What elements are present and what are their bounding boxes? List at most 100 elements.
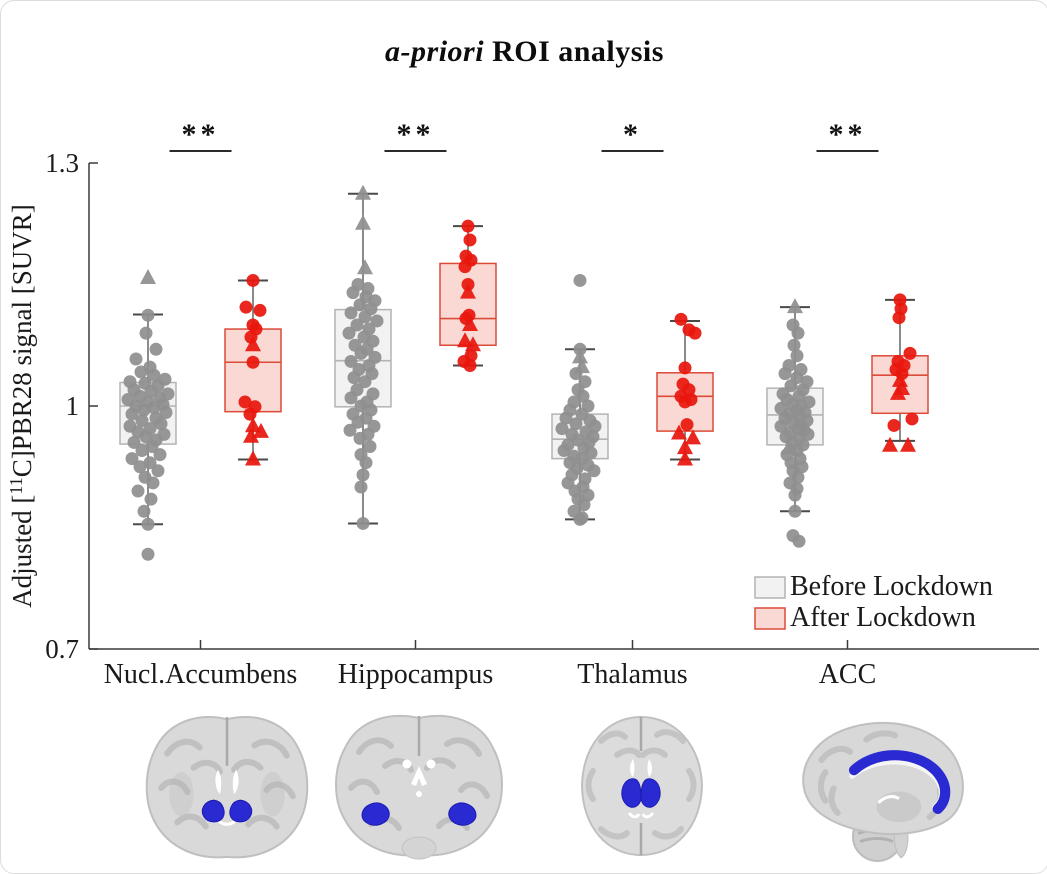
ventricle	[426, 759, 436, 769]
data-point	[577, 498, 591, 512]
data-point	[342, 326, 356, 340]
data-point	[463, 359, 477, 372]
data-point	[569, 367, 583, 381]
data-point	[253, 303, 267, 317]
data-point	[147, 401, 161, 415]
hippocampus-roi-highlight	[448, 802, 477, 826]
data-point	[353, 298, 367, 312]
ventricle	[641, 812, 655, 819]
data-point	[133, 460, 147, 474]
data-point	[890, 384, 906, 400]
points-before-acc	[774, 298, 816, 548]
data-point	[882, 436, 898, 452]
data-point	[892, 311, 906, 325]
points-before-hippocampus	[342, 184, 384, 530]
data-point	[774, 419, 788, 433]
y-axis-title: Adjusted [11C]PBR28 signal [SUVR]	[6, 204, 37, 608]
thalamus-roi-highlight	[640, 778, 661, 808]
data-point	[359, 456, 373, 470]
data-point	[778, 367, 792, 381]
data-point	[465, 336, 481, 352]
data-point	[245, 336, 261, 352]
ventricle	[877, 795, 900, 804]
data-point	[147, 368, 161, 382]
hippocampus-roi-highlight	[361, 802, 390, 826]
data-point	[354, 480, 368, 494]
data-point	[887, 418, 901, 432]
data-point	[347, 371, 361, 385]
data-point	[344, 391, 358, 405]
points-after-thalamus	[671, 312, 702, 466]
boxplot-after-thalamus	[656, 312, 714, 466]
legend-swatch-before	[754, 576, 786, 599]
data-point	[463, 233, 477, 247]
data-point	[245, 450, 261, 466]
data-point	[238, 395, 252, 409]
ventricle	[411, 766, 427, 786]
figure-title-rest: ROI analysis	[484, 35, 664, 68]
data-point	[784, 379, 798, 393]
boxplot-after-nucl-accumbens	[224, 273, 282, 466]
data-point	[677, 439, 693, 455]
data-point	[370, 314, 384, 328]
data-point	[792, 534, 806, 548]
data-point	[141, 308, 155, 322]
data-point	[129, 352, 143, 366]
data-point	[140, 269, 156, 285]
data-point	[246, 273, 260, 287]
data-point	[125, 452, 139, 466]
data-point	[791, 326, 805, 340]
data-point	[460, 283, 476, 299]
x-axis-label-hippocampus: Hippocampus	[338, 659, 494, 690]
data-point	[555, 422, 569, 436]
significance-stars-nucl-accumbens: **	[182, 118, 220, 151]
data-point	[787, 298, 803, 314]
data-point	[557, 444, 571, 458]
ventricle	[627, 812, 641, 819]
legend-swatch-after	[754, 607, 786, 630]
brain-inset-coronal-accumbens	[145, 716, 309, 859]
data-point	[143, 456, 157, 470]
data-point	[569, 417, 583, 431]
gyri-texture	[585, 729, 697, 840]
data-point	[357, 259, 373, 275]
data-point	[135, 414, 149, 428]
y-tick-label: 0.7	[45, 634, 79, 664]
data-point	[458, 260, 472, 274]
data-point	[245, 417, 261, 433]
y-tick-label: 1.3	[45, 148, 79, 178]
data-point	[905, 412, 919, 426]
data-point	[344, 354, 358, 368]
x-axis-label-thalamus: Thalamus	[577, 659, 687, 690]
data-point	[146, 476, 160, 490]
brain-inset-coronal-hippocampus	[335, 714, 503, 860]
significance-stars-acc: **	[829, 118, 867, 151]
points-after-nucl-accumbens	[238, 273, 269, 466]
septum-white	[216, 819, 238, 826]
data-point	[350, 318, 364, 332]
x-axis-label-acc: ACC	[819, 659, 877, 690]
data-point	[135, 444, 149, 458]
data-point	[363, 440, 377, 453]
boxplot-after-acc	[871, 293, 929, 452]
data-point	[144, 492, 158, 506]
data-point	[559, 411, 573, 425]
data-point	[139, 326, 153, 340]
brain-inset-sagittal-acc	[802, 721, 964, 862]
data-point	[358, 310, 372, 324]
data-point	[149, 342, 163, 356]
data-point	[581, 488, 595, 502]
boxplot-chart: 1.3 1 0.7 Adjusted [11C]PBR28 signal [SUVR]…	[6, 118, 1039, 690]
data-point	[354, 346, 368, 360]
data-point	[587, 464, 601, 478]
boxplot-after-hippocampus	[439, 219, 497, 372]
data-point	[246, 355, 260, 369]
boxplot-before-hippocampus	[334, 184, 392, 530]
points-after-hippocampus	[457, 219, 481, 372]
data-point	[355, 214, 371, 230]
thalamus-roi-highlight	[621, 778, 642, 808]
data-point	[903, 346, 917, 360]
data-point	[354, 399, 368, 413]
ventricle	[630, 759, 635, 777]
